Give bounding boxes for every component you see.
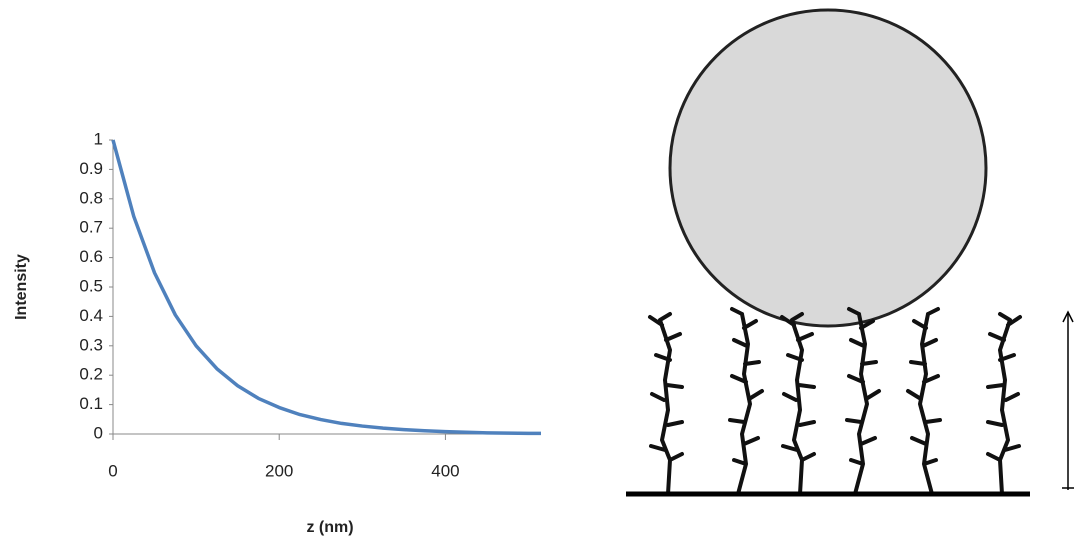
y-tick-label: 0.6 — [79, 247, 103, 266]
y-tick-label: 0.2 — [79, 365, 103, 384]
x-tick-label: 400 — [431, 461, 459, 480]
y-tick-label: 0 — [94, 423, 103, 442]
polymer-brush — [847, 309, 879, 494]
y-tick-label: 0.1 — [79, 394, 103, 413]
x-tick-label: 200 — [265, 461, 293, 480]
particle — [670, 10, 986, 326]
page: z (nm) Intensity 0 0.1 0.2 0.3 0.4 0.5 0.6 0.7 0… — [0, 0, 1086, 541]
y-tick-label: 0.9 — [79, 159, 103, 178]
polymer-brush — [782, 314, 814, 494]
y-tick-label: 0.4 — [79, 306, 103, 325]
polymer-brush — [650, 314, 682, 494]
y-axis-title: Intensity — [13, 254, 30, 320]
polymer-brush — [730, 309, 762, 494]
y-tick-label: 0.3 — [79, 335, 103, 354]
y-tick-label: 0.8 — [79, 188, 103, 207]
y-tick-label: 1 — [94, 129, 103, 148]
y-tick-label: 0.5 — [79, 276, 103, 295]
diagram — [626, 10, 1074, 494]
polymer-brush — [988, 314, 1020, 494]
x-tick-label: 0 — [108, 461, 117, 480]
y-tick-label: 0.7 — [79, 218, 103, 237]
x-axis-title: z (nm) — [306, 519, 353, 536]
data-line — [113, 140, 541, 433]
polymer-brush — [908, 309, 940, 494]
